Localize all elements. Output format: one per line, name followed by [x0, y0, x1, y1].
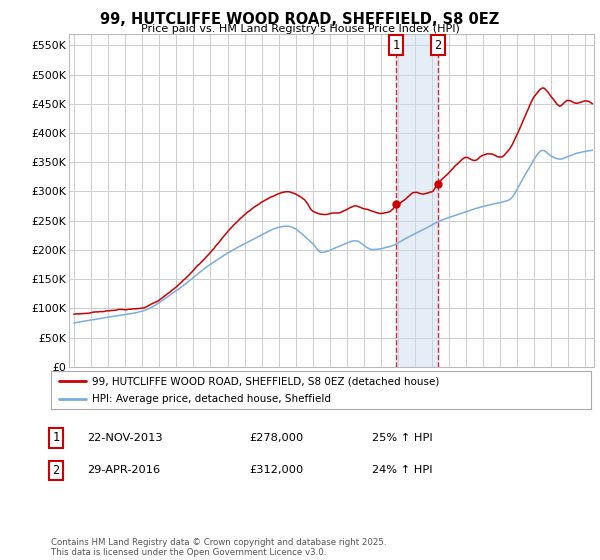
Text: 25% ↑ HPI: 25% ↑ HPI — [372, 433, 433, 443]
Text: 24% ↑ HPI: 24% ↑ HPI — [372, 465, 433, 475]
Text: 2: 2 — [52, 464, 59, 477]
Text: 99, HUTCLIFFE WOOD ROAD, SHEFFIELD, S8 0EZ: 99, HUTCLIFFE WOOD ROAD, SHEFFIELD, S8 0… — [100, 12, 500, 27]
Text: 1: 1 — [52, 431, 59, 445]
Text: 1: 1 — [393, 39, 400, 52]
Text: 22-NOV-2013: 22-NOV-2013 — [87, 433, 163, 443]
Text: Contains HM Land Registry data © Crown copyright and database right 2025.
This d: Contains HM Land Registry data © Crown c… — [51, 538, 386, 557]
Bar — [396, 34, 437, 367]
Text: 2: 2 — [434, 39, 441, 52]
Text: 29-APR-2016: 29-APR-2016 — [87, 465, 160, 475]
Text: £312,000: £312,000 — [249, 465, 303, 475]
Text: £278,000: £278,000 — [249, 433, 303, 443]
Text: Price paid vs. HM Land Registry's House Price Index (HPI): Price paid vs. HM Land Registry's House … — [140, 24, 460, 34]
Text: 99, HUTCLIFFE WOOD ROAD, SHEFFIELD, S8 0EZ (detached house): 99, HUTCLIFFE WOOD ROAD, SHEFFIELD, S8 0… — [91, 376, 439, 386]
Text: HPI: Average price, detached house, Sheffield: HPI: Average price, detached house, Shef… — [91, 394, 331, 404]
